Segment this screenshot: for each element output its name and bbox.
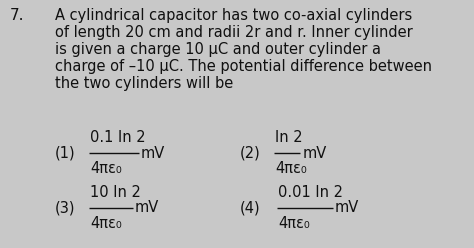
Text: 10 In 2: 10 In 2 [90,185,141,200]
Text: mV: mV [135,200,159,216]
Text: A cylindrical capacitor has two co-axial cylinders: A cylindrical capacitor has two co-axial… [55,8,412,23]
Text: charge of –10 μC. The potential difference between: charge of –10 μC. The potential differen… [55,59,432,74]
Text: mV: mV [302,146,327,160]
Text: 4πε₀: 4πε₀ [90,216,122,231]
Text: (2): (2) [240,146,261,160]
Text: 4πε₀: 4πε₀ [90,161,122,176]
Text: (3): (3) [55,200,75,216]
Text: mV: mV [141,146,165,160]
Text: 0.01 In 2: 0.01 In 2 [278,185,343,200]
Text: 7.: 7. [10,8,25,23]
Text: (4): (4) [240,200,261,216]
Text: (1): (1) [55,146,76,160]
Text: 0.1 In 2: 0.1 In 2 [90,130,146,145]
Text: the two cylinders will be: the two cylinders will be [55,76,233,91]
Text: 4πε₀: 4πε₀ [278,216,310,231]
Text: is given a charge 10 μC and outer cylinder a: is given a charge 10 μC and outer cylind… [55,42,381,57]
Text: of length 20 cm and radii 2r and r. Inner cylinder: of length 20 cm and radii 2r and r. Inne… [55,25,413,40]
Text: 4πε₀: 4πε₀ [275,161,307,176]
Text: In 2: In 2 [275,130,302,145]
Text: mV: mV [335,200,359,216]
